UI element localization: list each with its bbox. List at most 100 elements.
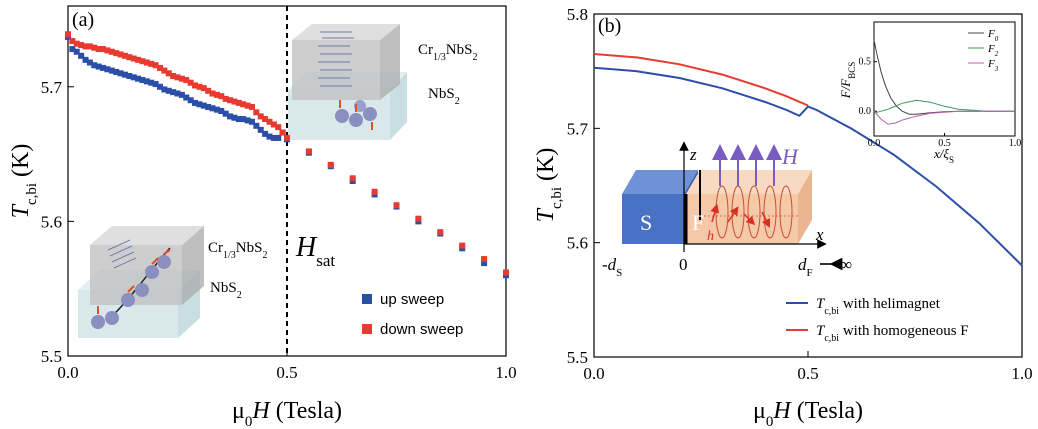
legend-a: up sweep down sweep: [362, 291, 463, 338]
down-sweep-point: [82, 43, 89, 50]
diagram-zero-label: 0: [679, 255, 688, 274]
inset-x-tick-label: 0.0: [868, 138, 881, 149]
up-sweep-point: [240, 116, 247, 123]
hsat-annotation: Hsat: [295, 232, 335, 270]
down-sweep-point: [200, 85, 207, 92]
data-points-a: [65, 31, 509, 279]
inset-curve-f3: [873, 110, 1015, 125]
svg-text:F/FBCS: F/FBCS: [838, 62, 857, 100]
down-sweep-point: [139, 58, 146, 65]
down-sweep-point: [178, 75, 185, 82]
up-sweep-point: [100, 64, 107, 71]
down-sweep-point: [143, 59, 150, 66]
up-sweep-point: [161, 86, 168, 93]
down-sweep-point: [183, 77, 190, 84]
down-sweep-point: [218, 93, 225, 100]
legend-label-down: down sweep: [380, 321, 463, 338]
down-sweep-point: [65, 31, 71, 38]
diagram-field-label: H: [781, 144, 799, 169]
y-tick-label-a: 5.7: [41, 78, 63, 97]
up-sweep-point: [196, 101, 203, 108]
down-sweep-point: [192, 82, 199, 89]
down-sweep-point: [91, 44, 98, 51]
down-sweep-point: [69, 38, 76, 44]
up-sweep-point: [178, 91, 185, 98]
diagram-f-label: F: [692, 210, 704, 235]
y-tick-label-b: 5.8: [567, 5, 588, 24]
helimagnet-curve: [593, 66, 1023, 267]
down-sweep-point: [121, 52, 128, 59]
inset-y-tick-label: 0.5: [859, 57, 872, 68]
top-substrate-label: NbS2: [428, 86, 460, 107]
down-sweep-point: [222, 95, 229, 102]
panel-label-a: (a): [72, 9, 94, 31]
x-tick-label-b: 0.0: [583, 364, 604, 383]
up-sweep-point: [126, 73, 133, 79]
down-sweep-point: [415, 215, 422, 222]
up-sweep-point: [130, 74, 137, 81]
inset-x-label: x/ξS: [933, 146, 954, 165]
down-sweep-point: [253, 109, 260, 116]
y-tick-label-b: 5.7: [567, 119, 589, 138]
down-sweep-point: [170, 73, 177, 79]
up-sweep-point: [253, 122, 260, 129]
legend-swatch-up: [362, 294, 372, 304]
svg-text:Tc,bi (K): Tc,bi (K): [8, 144, 40, 219]
inset-x-tick-label: 0.5: [938, 138, 951, 149]
up-sweep-point: [262, 130, 269, 137]
data-lines-b: [593, 53, 1023, 267]
down-sweep-point: [393, 202, 400, 209]
x-tick-label-a: 0.5: [276, 363, 297, 382]
down-sweep-point: [73, 40, 80, 47]
up-sweep-point: [156, 83, 163, 90]
down-sweep-point: [235, 99, 242, 106]
down-sweep-point: [187, 79, 194, 86]
down-sweep-point: [481, 256, 488, 263]
down-sweep-point: [213, 91, 220, 98]
diagram-s-label: S: [640, 210, 652, 235]
down-sweep-point: [437, 229, 444, 236]
legend-swatch-down: [362, 324, 372, 334]
down-sweep-point: [152, 62, 159, 69]
homogeneous-curve: [593, 53, 809, 107]
down-sweep-point: [205, 87, 212, 94]
ticks-b: 0.0 0.5 1.0 5.5 5.6 5.7 5.8: [567, 5, 1033, 383]
ticks-a: 0.0 0.5 1.0 5.5 5.6 5.7: [41, 78, 517, 382]
down-sweep-point: [240, 101, 247, 108]
down-sweep-point: [104, 47, 111, 54]
diagram-infinity-label: ∞: [840, 255, 852, 274]
inset-y-tick-label: 0.0: [859, 106, 872, 117]
up-sweep-point: [270, 134, 277, 141]
up-sweep-point: [205, 103, 212, 110]
diagram-x-label: x: [815, 225, 824, 244]
up-sweep-point: [222, 110, 229, 117]
x-axis-label-a: μ0H (Tesla): [232, 398, 342, 429]
down-sweep-point: [126, 54, 133, 61]
up-sweep-point: [170, 89, 177, 96]
bottom-layer-label: Cr1/3NbS2: [208, 240, 267, 261]
down-sweep-point: [262, 116, 269, 123]
up-sweep-point: [91, 62, 98, 69]
down-sweep-point: [95, 46, 102, 53]
x-tick-label-b: 0.5: [797, 364, 818, 383]
y-axis-label-b: Tc,bi (K): [533, 148, 565, 223]
up-sweep-point: [165, 87, 172, 94]
bottom-substrate-label: NbS2: [210, 280, 242, 301]
down-sweep-point: [231, 98, 238, 105]
down-sweep-point: [174, 74, 181, 81]
up-sweep-point: [82, 56, 89, 63]
down-sweep-point: [266, 118, 273, 125]
up-sweep-point: [231, 114, 238, 121]
down-sweep-point: [100, 46, 107, 53]
up-sweep-point: [73, 48, 80, 55]
up-sweep-point: [174, 90, 181, 97]
up-sweep-point: [78, 52, 85, 59]
down-sweep-point: [327, 161, 334, 168]
up-sweep-point: [86, 59, 93, 66]
legend-label-helimagnet: Tc,bi with helimagnet: [816, 296, 941, 317]
inset-legend: F0 F2 F3: [968, 28, 999, 73]
up-sweep-point: [104, 66, 111, 73]
up-sweep-point: [143, 78, 150, 85]
up-sweep-point: [213, 106, 220, 113]
